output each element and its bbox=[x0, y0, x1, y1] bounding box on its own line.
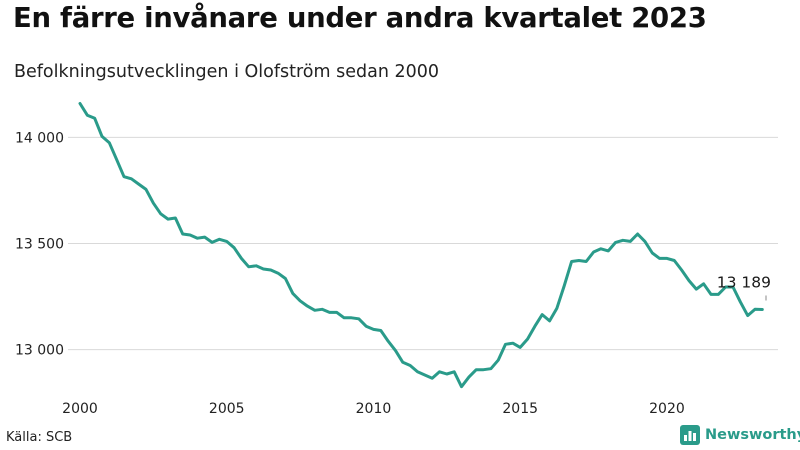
newsworthy-logo-icon bbox=[680, 425, 700, 445]
source-note: Källa: SCB bbox=[6, 430, 73, 445]
population-line bbox=[78, 102, 764, 389]
x-tick-label: 2010 bbox=[356, 401, 392, 417]
brand-name: Newsworthy bbox=[705, 427, 800, 443]
x-tick-label: 2000 bbox=[62, 401, 98, 417]
y-tick-label: 13 500 bbox=[15, 237, 64, 253]
x-tick-label: 2020 bbox=[649, 401, 685, 417]
chart-subtitle: Befolkningsutvecklingen i Olofström seda… bbox=[14, 62, 440, 82]
y-tick-label: 13 000 bbox=[15, 343, 64, 359]
x-tick-label: 2005 bbox=[209, 401, 245, 417]
brand-logo: Newsworthy bbox=[680, 425, 800, 445]
chart-title: En färre invånare under andra kvartalet … bbox=[13, 2, 707, 34]
x-tick-label: 2015 bbox=[502, 401, 538, 417]
last-value-label: 13 189 bbox=[717, 273, 771, 291]
y-tick-label: 14 000 bbox=[15, 130, 64, 146]
